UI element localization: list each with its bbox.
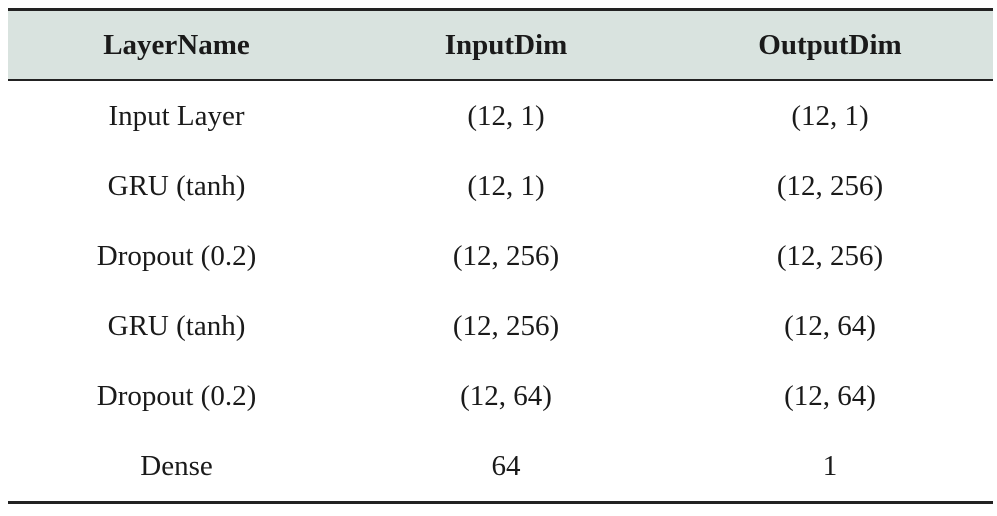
cell-input-dim: (12, 64) — [460, 379, 552, 412]
cell-input-dim: 64 — [491, 449, 521, 482]
header-output-dim: OutputDim — [758, 28, 902, 61]
cell-layer-name: Input Layer — [108, 99, 245, 132]
cell-output-dim: (12, 256) — [776, 169, 884, 202]
cell-layer-name: Dropout (0.2) — [96, 379, 257, 412]
table-row: GRU (tanh) (12, 256) (12, 64) — [8, 291, 993, 361]
cell-layer-name: Dropout (0.2) — [96, 239, 257, 272]
cell-input-dim: (12, 1) — [467, 99, 545, 132]
table-row: Dropout (0.2) (12, 64) (12, 64) — [8, 361, 993, 431]
cell-output-dim: (12, 256) — [776, 239, 884, 272]
cell-layer-name: GRU (tanh) — [107, 169, 246, 202]
cell-input-dim: (12, 256) — [452, 239, 560, 272]
header-row: LayerName InputDim OutputDim — [8, 9, 993, 80]
table-row: Dropout (0.2) (12, 256) (12, 256) — [8, 221, 993, 291]
layer-table-container: LayerName InputDim OutputDim Input Layer… — [8, 8, 993, 504]
table-row: GRU (tanh) (12, 1) (12, 256) — [8, 151, 993, 221]
cell-input-dim: (12, 256) — [452, 309, 560, 342]
layer-table: LayerName InputDim OutputDim Input Layer… — [8, 8, 993, 504]
cell-input-dim: (12, 1) — [467, 169, 545, 202]
cell-layer-name: Dense — [140, 449, 213, 482]
cell-output-dim: (12, 64) — [784, 309, 876, 342]
table-row: Dense 64 1 — [8, 431, 993, 503]
cell-output-dim: (12, 64) — [784, 379, 876, 412]
cell-output-dim: 1 — [822, 449, 838, 482]
header-layer-name: LayerName — [103, 28, 250, 61]
table-row: Input Layer (12, 1) (12, 1) — [8, 80, 993, 151]
cell-output-dim: (12, 1) — [791, 99, 869, 132]
cell-layer-name: GRU (tanh) — [107, 309, 246, 342]
table-header: LayerName InputDim OutputDim — [8, 9, 993, 80]
table-body: Input Layer (12, 1) (12, 1) GRU (tanh) (… — [8, 80, 993, 503]
header-input-dim: InputDim — [444, 28, 568, 61]
